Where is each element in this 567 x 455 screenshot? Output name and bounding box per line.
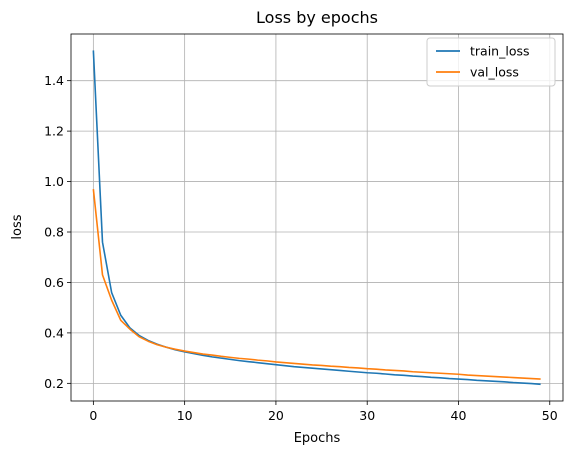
y-tick-label: 0.2 [44,376,64,391]
axes-frame [70,33,564,402]
x-tick-label: 10 [177,408,193,423]
y-tick-label: 0.6 [44,275,64,290]
y-tick-label: 0.4 [44,325,64,340]
legend-label-train-loss: train_loss [470,44,530,59]
legend-label-val-loss: val_loss [470,65,519,80]
x-tick-label: 0 [89,408,97,423]
x-tick-label: 40 [451,408,467,423]
y-axis-label: loss [10,214,25,239]
plot-area: 0 10 20 30 40 50 0.2 0.4 0.6 0.8 1.0 1.2 1.4 train_lo… [44,33,564,423]
x-tick-label: 30 [359,408,375,423]
y-tick-label: 1.2 [44,124,64,139]
legend-box [426,37,556,87]
x-axis-label: Epochs [294,431,341,446]
x-tick-label: 50 [542,408,558,423]
y-tick-label: 1.4 [44,73,64,88]
x-tick-label: 20 [268,408,284,423]
y-tick-label: 0.8 [44,225,64,240]
y-tick-label: 1.0 [44,174,64,189]
chart-title: Loss by epochs [256,8,378,27]
series-line-train-loss [92,50,541,386]
series-line-val-loss [92,189,541,380]
